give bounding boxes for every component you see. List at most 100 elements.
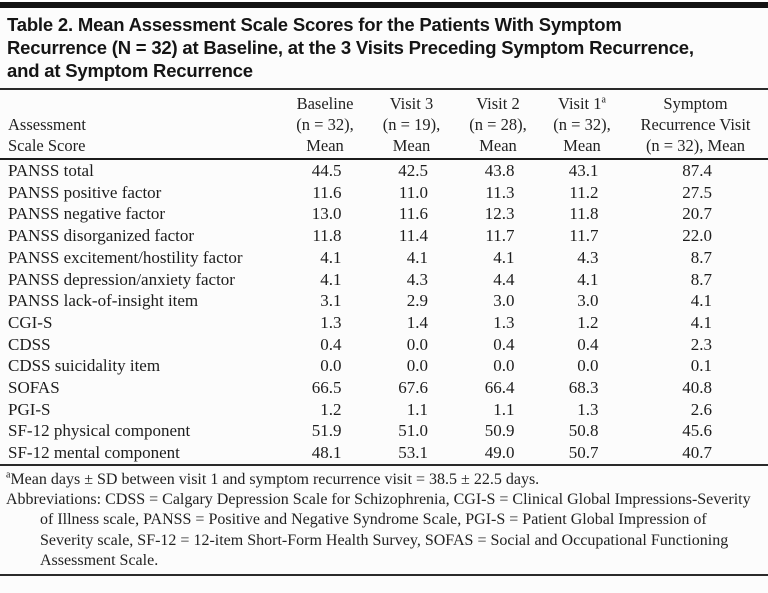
row-label: CDSS: [8, 334, 51, 354]
score-value: 11.0: [398, 182, 428, 202]
score-value: 48.1: [311, 443, 342, 463]
score-value: 4.3: [577, 247, 599, 267]
score-value: 1.4: [406, 312, 428, 332]
score-cell: 1.2: [541, 312, 623, 334]
score-cell: 0.4: [282, 334, 368, 356]
header-line: Mean: [563, 136, 601, 155]
score-value: 4.1: [320, 269, 342, 289]
score-value: 0.4: [493, 334, 515, 354]
score-value: 0.0: [493, 356, 515, 376]
score-value: 0.4: [320, 334, 342, 354]
score-value: 11.8: [312, 226, 342, 246]
table-row: SOFAS 66.5 67.6 66.4 68.3 40.8: [0, 377, 768, 399]
table-title: Table 2. Mean Assessment Scale Scores fo…: [0, 8, 768, 90]
row-label: PANSS positive factor: [8, 182, 162, 202]
score-value: 0.1: [690, 356, 712, 376]
score-value: 4.1: [690, 312, 712, 332]
header-line: Visit 1a: [558, 94, 606, 113]
score-cell: 4.3: [368, 269, 455, 291]
score-value: 11.6: [312, 182, 342, 202]
footnote-marker-a: a: [601, 94, 606, 106]
score-cell: 4.1: [623, 312, 768, 334]
score-value: 40.8: [682, 378, 712, 398]
header-line: Symptom: [663, 94, 728, 113]
score-value: 67.6: [398, 378, 428, 398]
score-cell: 0.0: [455, 355, 541, 377]
table-row: PANSS depression/anxiety factor 4.1 4.3 4.4…: [0, 269, 768, 291]
score-cell: 87.4: [623, 159, 768, 182]
score-cell: 0.4: [541, 334, 623, 356]
score-cell: 49.0: [455, 442, 541, 465]
score-value: 3.0: [577, 291, 599, 311]
table-row: CGI-S 1.3 1.4 1.3 1.2 4.1: [0, 312, 768, 334]
score-cell: 11.8: [282, 225, 368, 247]
score-cell: 22.0: [623, 225, 768, 247]
header-line: (n = 32),: [296, 115, 354, 134]
row-label: PANSS excitement/hostility factor: [8, 247, 243, 267]
score-cell: 44.5: [282, 159, 368, 182]
row-label: CGI-S: [8, 312, 53, 332]
col-header-assessment-scale-score: Assessment Scale Score: [0, 90, 282, 159]
table-body: PANSS total 44.5 42.5 43.8 43.1 87.4 PANSS pos…: [0, 159, 768, 465]
score-value: 43.8: [484, 161, 515, 180]
header-line: Mean: [392, 136, 431, 155]
score-value: 11.2: [569, 182, 599, 202]
score-value: 49.0: [484, 443, 515, 463]
header-line: Scale Score: [8, 136, 86, 155]
score-value: 1.1: [493, 399, 515, 419]
header-line: Mean: [479, 136, 517, 155]
table-title-line: Table 2. Mean Assessment Scale Scores fo…: [7, 14, 622, 35]
score-value: 27.5: [682, 182, 712, 202]
score-value: 1.3: [320, 312, 342, 332]
score-value: 68.3: [568, 378, 599, 398]
score-cell: 11.2: [541, 182, 623, 204]
score-value: 1.2: [320, 399, 342, 419]
assessment-scores-table: Assessment Scale Score Baseline (n = 32)…: [0, 90, 768, 466]
score-cell: 11.6: [368, 203, 455, 225]
score-cell: 13.0: [282, 203, 368, 225]
score-value: 4.1: [320, 247, 342, 267]
score-cell: 8.7: [623, 269, 768, 291]
score-value: 11.7: [485, 226, 515, 246]
score-cell: 12.3: [455, 203, 541, 225]
row-label: CDSS suicidality item: [8, 356, 161, 376]
score-value: 11.4: [398, 226, 428, 246]
score-cell: 11.7: [455, 225, 541, 247]
score-value: 87.4: [682, 161, 712, 180]
score-cell: 3.0: [455, 290, 541, 312]
score-value: 0.0: [406, 334, 428, 354]
score-cell: 48.1: [282, 442, 368, 465]
score-value: 2.3: [690, 334, 712, 354]
header-line: Visit 2: [476, 94, 520, 113]
score-cell: 4.1: [282, 247, 368, 269]
score-cell: 11.6: [282, 182, 368, 204]
table-header: Assessment Scale Score Baseline (n = 32)…: [0, 90, 768, 159]
score-value: 3.1: [320, 291, 342, 311]
header-line: (n = 32), Mean: [645, 136, 746, 155]
score-cell: 3.1: [282, 290, 368, 312]
row-label: PANSS depression/anxiety factor: [8, 269, 235, 289]
table-title-line: Recurrence (N = 32) at Baseline, at the …: [7, 37, 694, 58]
row-label: SOFAS: [8, 378, 60, 398]
score-cell: 68.3: [541, 377, 623, 399]
score-cell: 51.0: [368, 420, 455, 442]
score-cell: 0.0: [282, 355, 368, 377]
score-value: 1.2: [577, 312, 599, 332]
score-cell: 42.5: [368, 159, 455, 182]
score-cell: 50.9: [455, 420, 541, 442]
score-cell: 4.1: [368, 247, 455, 269]
score-cell: 1.3: [282, 312, 368, 334]
score-cell: 45.6: [623, 420, 768, 442]
score-value: 1.3: [577, 399, 599, 419]
score-value: 1.3: [493, 312, 515, 332]
score-cell: 0.4: [455, 334, 541, 356]
score-value: 8.7: [690, 247, 712, 267]
score-cell: 1.1: [455, 399, 541, 421]
score-value: 12.3: [484, 204, 515, 224]
row-label: SF-12 physical component: [8, 421, 191, 441]
col-header-visit-1: Visit 1a (n = 32), Mean: [541, 90, 623, 159]
score-value: 0.0: [406, 356, 428, 376]
col-header-visit-3: Visit 3 (n = 19), Mean: [368, 90, 455, 159]
score-value: 13.0: [311, 204, 342, 224]
